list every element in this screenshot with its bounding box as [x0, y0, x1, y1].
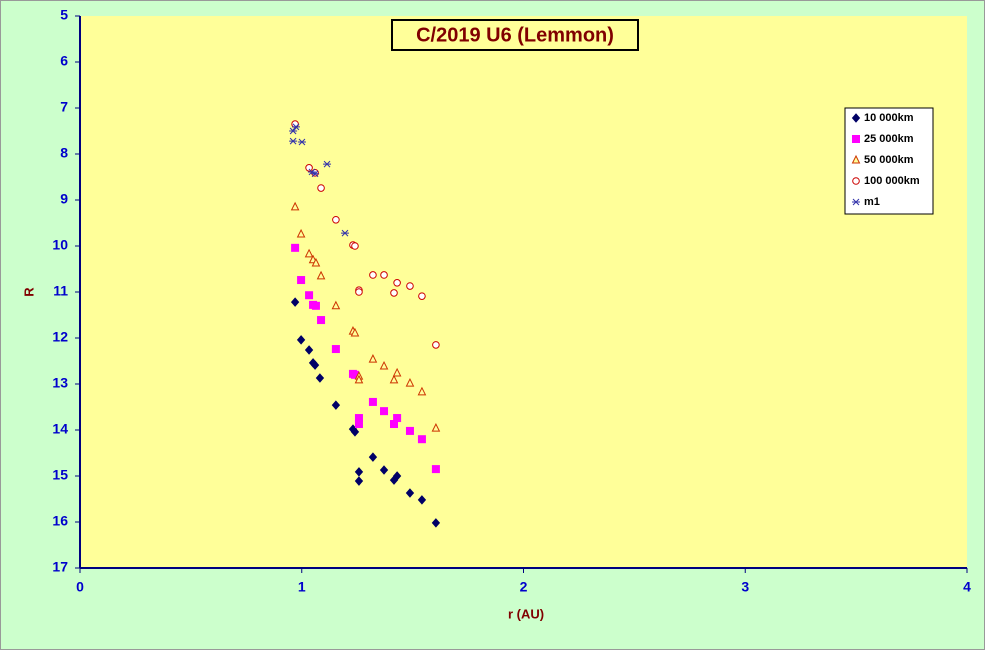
- legend-marker: [851, 113, 861, 123]
- point: [316, 270, 326, 280]
- y-tick-label: 15: [52, 467, 68, 483]
- legend-label: 100 000km: [864, 175, 920, 187]
- legend-label: 10 000km: [864, 112, 914, 124]
- legend-box: [844, 107, 934, 215]
- point: [417, 495, 427, 505]
- point: [304, 248, 314, 258]
- point: [369, 271, 377, 279]
- point: [311, 169, 319, 177]
- point: [290, 297, 300, 307]
- y-tick-label: 12: [52, 329, 68, 345]
- point: [331, 400, 341, 410]
- point: [317, 316, 326, 325]
- point: [305, 164, 313, 172]
- point: [304, 345, 314, 355]
- legend-marker: [852, 177, 860, 185]
- point: [354, 420, 363, 429]
- x-tick-label: 0: [76, 579, 84, 595]
- point: [290, 201, 300, 211]
- point: [296, 228, 306, 238]
- point: [392, 471, 402, 481]
- point: [297, 276, 306, 285]
- point: [380, 271, 388, 279]
- point: [291, 123, 300, 131]
- legend-label: 50 000km: [864, 154, 914, 166]
- point: [405, 488, 415, 498]
- point: [393, 414, 402, 423]
- legend-label: m1: [864, 196, 880, 208]
- y-tick-label: 5: [60, 7, 68, 23]
- point: [350, 427, 360, 437]
- point: [405, 377, 415, 387]
- y-tick-label: 17: [52, 559, 68, 575]
- point: [389, 374, 399, 384]
- point: [368, 354, 378, 363]
- point: [368, 397, 377, 406]
- point: [390, 289, 398, 297]
- legend-marker: [852, 198, 860, 206]
- y-tick-label: 13: [52, 375, 68, 391]
- x-tick-label: 2: [520, 579, 528, 595]
- chart-title: C/2019 U6 (Lemmon): [416, 24, 614, 46]
- point: [392, 367, 402, 377]
- point: [305, 291, 314, 300]
- point: [331, 345, 340, 354]
- point: [340, 229, 349, 237]
- x-axis-label: r (AU): [508, 606, 544, 621]
- point: [311, 170, 320, 178]
- point: [291, 243, 300, 252]
- y-tick-label: 9: [60, 191, 68, 207]
- point: [431, 518, 441, 528]
- point: [354, 476, 364, 486]
- y-tick-label: 6: [60, 53, 68, 69]
- point: [417, 435, 426, 444]
- y-tick-label: 14: [52, 421, 68, 437]
- point: [315, 373, 325, 383]
- point: [332, 215, 340, 224]
- point: [317, 184, 325, 192]
- legend-marker: [852, 135, 860, 143]
- point: [380, 407, 389, 416]
- point: [368, 452, 378, 462]
- plot-area: [80, 16, 967, 568]
- point: [432, 341, 440, 349]
- point: [331, 300, 341, 310]
- point: [405, 426, 414, 435]
- point: [393, 279, 401, 287]
- point: [289, 127, 298, 135]
- point: [417, 386, 427, 396]
- y-tick-label: 11: [53, 283, 68, 299]
- y-tick-label: 10: [52, 237, 68, 253]
- point: [418, 292, 426, 300]
- point: [311, 257, 321, 267]
- point: [323, 160, 332, 168]
- point: [296, 335, 306, 345]
- point: [354, 374, 364, 384]
- y-tick-label: 8: [60, 145, 68, 161]
- x-tick-label: 4: [963, 579, 971, 595]
- y-tick-label: 16: [52, 513, 68, 529]
- x-tick-label: 1: [298, 579, 306, 595]
- point: [379, 465, 389, 475]
- point: [431, 423, 441, 432]
- point: [431, 465, 440, 474]
- point: [354, 467, 364, 477]
- point: [289, 137, 298, 145]
- point: [406, 282, 414, 290]
- point: [351, 242, 359, 250]
- legend-marker: [851, 154, 861, 164]
- y-axis-label: R: [21, 287, 36, 297]
- point: [297, 138, 306, 146]
- point: [355, 288, 363, 296]
- y-tick-label: 7: [60, 99, 68, 115]
- point: [310, 360, 320, 370]
- legend-label: 25 000km: [864, 133, 914, 145]
- title-box: [391, 19, 639, 51]
- point: [350, 327, 360, 337]
- x-tick-label: 3: [741, 579, 749, 595]
- point: [379, 360, 389, 370]
- point: [311, 301, 320, 310]
